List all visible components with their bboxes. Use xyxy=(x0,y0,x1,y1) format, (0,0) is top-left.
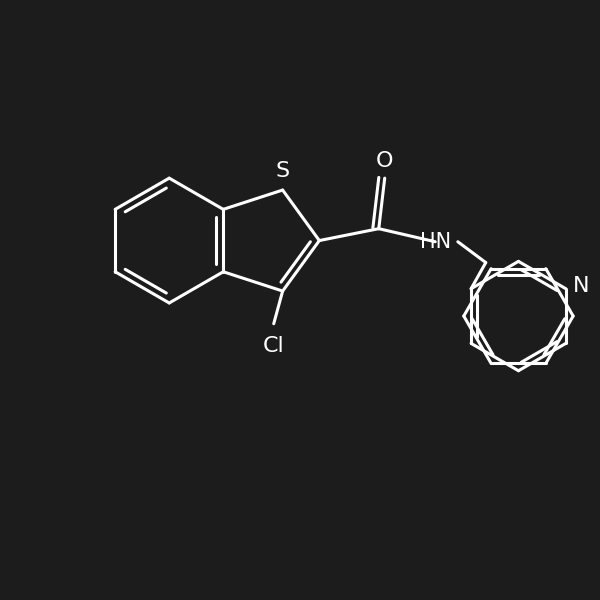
Text: Cl: Cl xyxy=(263,335,284,356)
Text: HN: HN xyxy=(419,232,451,252)
Text: O: O xyxy=(376,151,394,171)
Text: N: N xyxy=(573,276,589,296)
Text: S: S xyxy=(275,161,290,181)
